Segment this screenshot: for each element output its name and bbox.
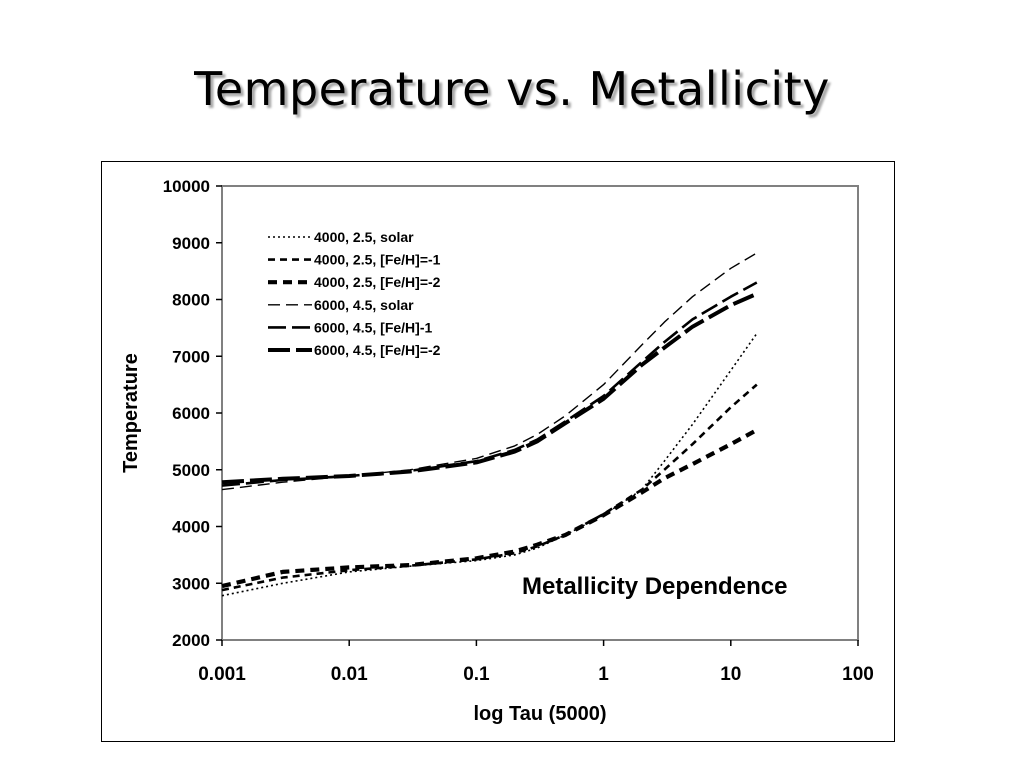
y-axis-label: Temperature — [120, 353, 142, 473]
y-tick-label: 8000 — [172, 291, 210, 310]
y-tick-label: 3000 — [172, 574, 210, 593]
legend-label: 4000, 2.5, solar — [314, 229, 414, 245]
legend-label: 6000, 4.5, solar — [314, 297, 414, 313]
legend: 4000, 2.5, solar 4000, 2.5, [Fe/H]=-1 4000… — [268, 229, 441, 358]
legend-label: 6000, 4.5, [Fe/H]-1 — [314, 319, 432, 335]
x-tick-label: 0.001 — [198, 664, 246, 685]
series-line-3 — [221, 428, 758, 589]
y-tick-label: 6000 — [172, 404, 210, 423]
series-line-4 — [221, 252, 758, 491]
series-line-5 — [221, 281, 758, 487]
y-tick-label: 5000 — [172, 461, 210, 480]
legend-label: 4000, 2.5, [Fe/H]=-2 — [314, 274, 441, 290]
x-axis-label: log Tau (5000) — [474, 703, 607, 725]
x-tick-label: 0.1 — [463, 664, 490, 685]
y-tick-label: 10000 — [163, 177, 210, 196]
y-tick-label: 9000 — [172, 234, 210, 253]
x-axis: 0.001 0.01 0.1 1 10 100 — [198, 640, 874, 685]
series-lines — [221, 252, 758, 597]
y-tick-label: 4000 — [172, 518, 210, 537]
y-tick-label: 2000 — [172, 631, 210, 650]
legend-label: 6000, 4.5, [Fe/H]=-2 — [314, 342, 441, 358]
legend-label: 4000, 2.5, [Fe/H]=-1 — [314, 252, 441, 268]
y-axis: 2000 3000 4000 5000 6000 7000 8000 9000 10000 — [163, 177, 222, 650]
chart-canvas: 2000 3000 4000 5000 6000 7000 8000 9000 10000 0.… — [120, 177, 874, 725]
x-tick-label: 100 — [842, 664, 874, 685]
x-tick-label: 10 — [720, 664, 741, 685]
x-tick-label: 1 — [598, 664, 609, 685]
slide-title: Temperature vs. Metallicity — [194, 62, 830, 116]
x-tick-label: 0.01 — [331, 664, 368, 685]
chart-annotation: Metallicity Dependence — [522, 573, 787, 600]
series-line-6 — [221, 291, 758, 485]
y-tick-label: 7000 — [172, 347, 210, 366]
chart-frame: 2000 3000 4000 5000 6000 7000 8000 9000 10000 0.… — [101, 161, 895, 742]
